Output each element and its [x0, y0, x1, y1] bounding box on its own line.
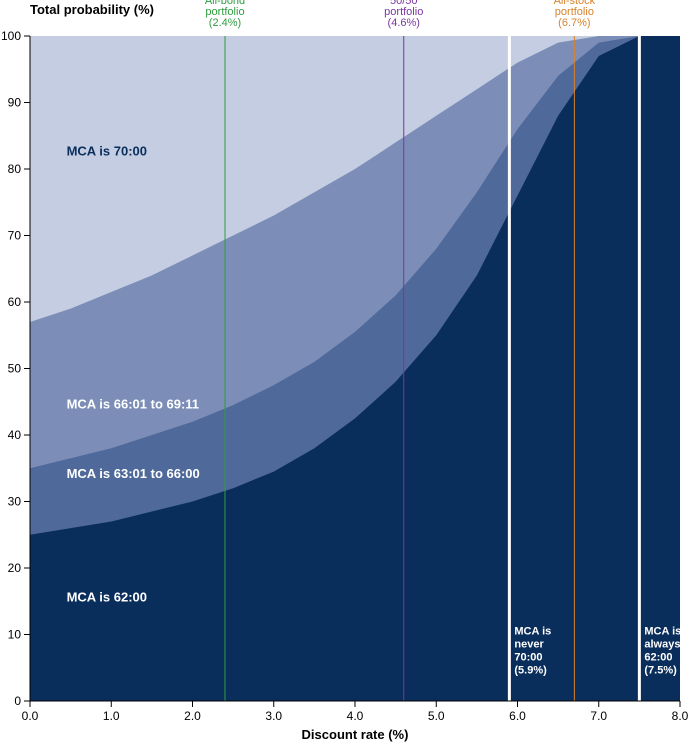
threshold-label-never_70-2: 70:00	[514, 652, 542, 664]
threshold-label-never_70-0: MCA is	[514, 626, 551, 638]
threshold-label-never_70-3: (5.9%)	[514, 665, 547, 677]
x-tick-label: 3.0	[265, 709, 282, 723]
y-tick-label: 80	[8, 162, 22, 176]
x-tick-label: 0.0	[22, 709, 39, 723]
region-label-mca_63_66: MCA is 63:01 to 66:00	[67, 466, 200, 481]
threshold-label-never_70-1: never	[514, 639, 544, 651]
y-tick-label: 70	[8, 229, 22, 243]
y-tick-label: 30	[8, 495, 22, 509]
region-label-mca_70: MCA is 70:00	[67, 144, 147, 159]
x-tick-label: 2.0	[184, 709, 201, 723]
portfolio-annot-all_bond-2: (2.4%)	[209, 17, 241, 29]
region-label-mca_62: MCA is 62:00	[67, 589, 147, 604]
portfolio-annot-fifty_fifty-2: (4.6%)	[388, 17, 420, 29]
y-tick-label: 0	[14, 694, 21, 708]
x-axis-title: Discount rate (%)	[302, 727, 409, 742]
threshold-label-always_62-0: MCA is	[644, 626, 681, 638]
portfolio-annot-all_stock-2: (6.7%)	[558, 17, 590, 29]
y-tick-label: 20	[8, 561, 22, 575]
y-tick-label: 40	[8, 428, 22, 442]
threshold-label-always_62-3: (7.5%)	[644, 665, 677, 677]
x-tick-label: 4.0	[347, 709, 364, 723]
x-tick-label: 5.0	[428, 709, 445, 723]
x-tick-label: 8.0	[672, 709, 689, 723]
threshold-label-always_62-1: always	[644, 639, 680, 651]
y-tick-label: 90	[8, 96, 22, 110]
x-tick-label: 1.0	[103, 709, 120, 723]
y-axis-title: Total probability (%)	[30, 2, 154, 17]
chart-container: 0.0 1.0 2.0 3.0 4.0 5.0 6.0 7.0 8.0 Discount rate…	[0, 0, 700, 749]
y-tick-label: 100	[1, 29, 21, 43]
x-tick-label: 7.0	[590, 709, 607, 723]
region-label-mca_66_69: MCA is 66:01 to 69:11	[67, 396, 199, 411]
stacked-area-chart: 0.0 1.0 2.0 3.0 4.0 5.0 6.0 7.0 8.0 Discount rate…	[0, 0, 700, 749]
x-tick-label: 6.0	[509, 709, 526, 723]
threshold-label-always_62-2: 62:00	[644, 652, 672, 664]
y-tick-label: 50	[8, 362, 22, 376]
y-tick-label: 10	[8, 628, 22, 642]
y-tick-label: 60	[8, 295, 22, 309]
